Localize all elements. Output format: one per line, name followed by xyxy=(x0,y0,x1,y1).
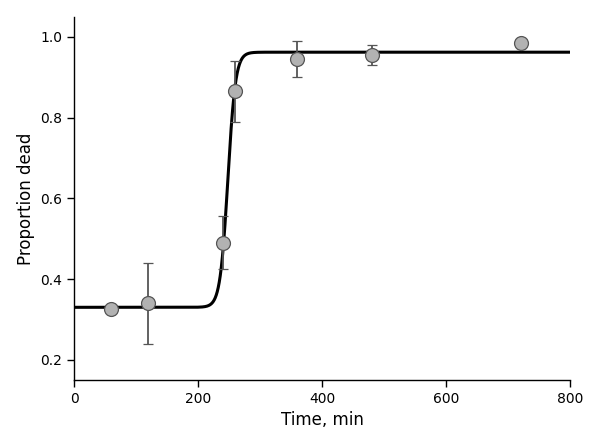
X-axis label: Time, min: Time, min xyxy=(281,411,364,429)
Y-axis label: Proportion dead: Proportion dead xyxy=(17,132,35,264)
